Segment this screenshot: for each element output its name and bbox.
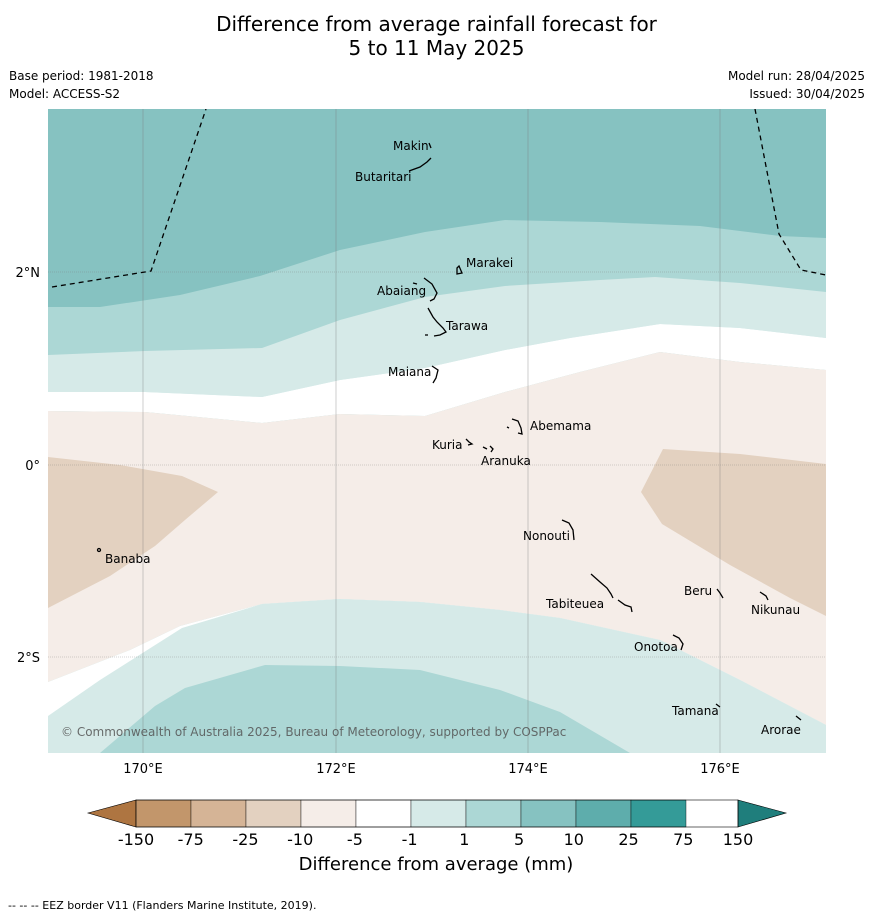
label-tabiteuea: Tabiteuea (545, 597, 604, 611)
colorbar-tick-label: 1 (459, 830, 469, 849)
island-arorae (795, 715, 802, 721)
label-onotoa: Onotoa (634, 640, 678, 654)
colorbar-tick-label: -150 (118, 830, 154, 849)
label-abaiang: Abaiang (377, 284, 426, 298)
map-title: Difference from average rainfall forecas… (0, 12, 873, 60)
island-kuria (465, 438, 474, 446)
label-banaba: Banaba (105, 552, 151, 566)
band-5-to-10-south (100, 665, 630, 753)
island-abemama-islet (506, 426, 510, 429)
base-period: Base period: 1981-2018 (9, 69, 154, 83)
label-maiana: Maiana (388, 365, 431, 379)
colorbar-tick-label: -5 (347, 830, 363, 849)
colorbar-cell (245, 799, 302, 828)
colorbar-cell (520, 799, 577, 828)
lon-label-174e: 174°E (508, 762, 548, 777)
band-minus5-to-minus1 (48, 352, 826, 725)
colorbar-cell (575, 799, 632, 828)
lat-label-2s: 2°S (17, 651, 40, 666)
eez-footnote: -- -- -- EEZ border V11 (Flanders Marine… (8, 899, 317, 912)
issued-date: Issued: 30/04/2025 (749, 87, 865, 101)
colorbar-cell (135, 799, 192, 828)
label-butaritari: Butaritari (355, 170, 412, 184)
island-maiana (431, 365, 439, 384)
title-line-1: Difference from average rainfall forecas… (216, 12, 657, 36)
meta-right: Model run: 28/04/2025 Issued: 30/04/2025 (728, 67, 865, 103)
label-tarawa: Tarawa (445, 319, 488, 333)
colorbar-extend-high (737, 799, 788, 828)
colorbar-tick-label: -10 (287, 830, 313, 849)
island-onotoa (672, 634, 684, 651)
island-beru (716, 588, 724, 599)
place-labels: Makin Butaritari Marakei Abaiang Tarawa … (105, 139, 801, 737)
label-abemama: Abemama (530, 419, 591, 433)
title-line-2: 5 to 11 May 2025 (348, 36, 525, 60)
colorbar-extend-low (86, 799, 137, 828)
band-minus10-west (48, 457, 218, 608)
colorbar-cell (410, 799, 467, 828)
label-kuria: Kuria (432, 438, 463, 452)
island-tarawa (427, 307, 447, 337)
island-outlines (96, 142, 802, 721)
island-abemama (511, 418, 523, 435)
colorbar-cell (355, 799, 412, 828)
colorbar-tick-label: -75 (178, 830, 204, 849)
colorbar-cell (190, 799, 247, 828)
colorbar-tick-label: 150 (723, 830, 754, 849)
colorbar-cell (300, 799, 357, 828)
meta-left: Base period: 1981-2018 Model: ACCESS-S2 (9, 67, 154, 103)
graticule (48, 109, 826, 753)
label-nikunau: Nikunau (751, 603, 800, 617)
island-abaiang (423, 277, 438, 302)
colorbar-cell (465, 799, 522, 828)
eez-border (51, 109, 826, 288)
island-tamana (715, 703, 721, 708)
label-aranuka: Aranuka (481, 454, 531, 468)
colorbar-tick-label: 5 (514, 830, 524, 849)
colorbar-frame (135, 799, 739, 828)
colorbar-cells (135, 799, 687, 828)
colorbar-tick-label: 10 (564, 830, 584, 849)
island-makin (428, 142, 432, 149)
label-tamana: Tamana (671, 704, 719, 718)
colorbar: -150 -75 -25 -10 -5 -1 1 5 10 25 75 150 (86, 799, 788, 849)
label-beru: Beru (684, 584, 712, 598)
colorbar-tick-label: -1 (402, 830, 418, 849)
island-nikunau (759, 591, 769, 601)
rainfall-contours (48, 109, 826, 753)
lat-axis: 2°N 0° 2°S (16, 266, 41, 666)
band-minus10-east (641, 449, 826, 616)
lon-label-176e: 176°E (700, 762, 740, 777)
island-nonouti (561, 519, 575, 541)
label-nonouti: Nonouti (523, 529, 570, 543)
colorbar-tick-label: -25 (232, 830, 258, 849)
colorbar-tick-label: 75 (673, 830, 693, 849)
colorbar-title: Difference from average (mm) (299, 854, 574, 875)
colorbar-ticks: -150 -75 -25 -10 -5 -1 1 5 10 25 75 150 (118, 830, 753, 849)
colorbar-tick-label: 25 (618, 830, 638, 849)
island-aranuka (482, 445, 494, 453)
lat-label-2n: 2°N (16, 266, 41, 281)
island-butaritari (408, 157, 432, 172)
label-makin: Makin (393, 139, 429, 153)
label-marakei: Marakei (466, 256, 513, 270)
band-10-to-25-north (48, 109, 826, 307)
island-banaba (96, 547, 102, 553)
label-arorae: Arorae (761, 723, 801, 737)
model-name: Model: ACCESS-S2 (9, 87, 121, 101)
band-1-to-5-north (48, 277, 826, 397)
island-abaiang-islet (412, 282, 418, 285)
copyright-notice: © Commonwealth of Australia 2025, Bureau… (61, 725, 566, 739)
lon-label-170e: 170°E (123, 762, 163, 777)
colorbar-cell (630, 799, 687, 828)
lon-axis: 170°E 172°E 174°E 176°E (123, 762, 740, 777)
island-marakei (456, 264, 463, 275)
model-run: Model run: 28/04/2025 (727, 69, 865, 83)
island-tabiteuea (590, 573, 633, 613)
lat-label-0: 0° (25, 459, 40, 474)
lon-label-172e: 172°E (316, 762, 356, 777)
